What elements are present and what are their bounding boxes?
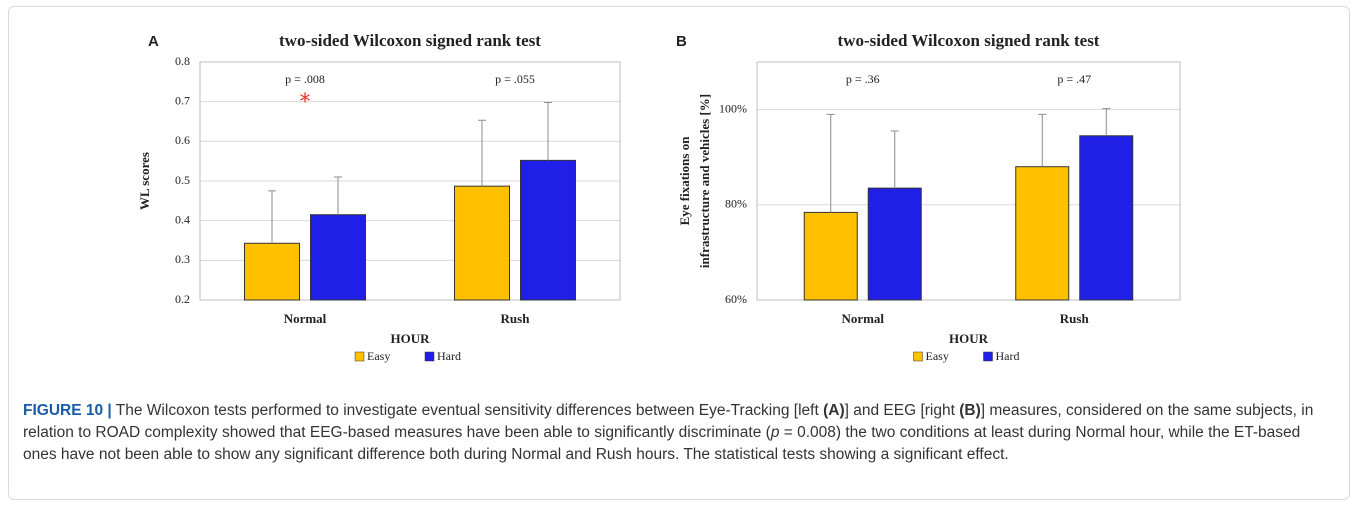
y-tick-label: 80%: [725, 197, 747, 211]
caption-italic: p: [770, 424, 780, 441]
y-tick-label: 0.5: [175, 173, 190, 187]
plot-frame: [756, 61, 1181, 301]
annotation: p = .47: [1057, 72, 1091, 86]
error-bar: [544, 101, 552, 161]
bar: [244, 242, 300, 301]
legend-swatch: [983, 351, 993, 362]
legend-swatch: [424, 351, 435, 362]
error-bar: [334, 176, 342, 215]
plot-frame: [199, 61, 621, 301]
error-bar: [890, 130, 899, 189]
legend-label: Hard: [996, 349, 1020, 363]
legend-label: Easy: [926, 349, 949, 363]
x-tick-label: Normal: [284, 311, 327, 326]
chart-title: two-sided Wilcoxon signed rank test: [838, 31, 1100, 50]
error-bar: [826, 113, 835, 213]
significance-mark: *: [300, 90, 311, 115]
annotation: p = .055: [495, 72, 535, 86]
y-tick-label: 0.4: [175, 212, 190, 226]
y-tick-label: 0.6: [175, 133, 190, 147]
y-axis-label: WL scores: [137, 152, 152, 210]
figure-frame: [8, 6, 1350, 500]
y-tick-label: 0.7: [175, 93, 190, 107]
bar: [803, 211, 858, 301]
x-tick-label: Rush: [501, 311, 531, 326]
panel-label: A: [148, 33, 159, 50]
y-tick-label: 0.8: [175, 54, 190, 68]
y-axis-label: infrastructure and vehicles [%]: [697, 94, 712, 268]
chart-title: two-sided Wilcoxon signed rank test: [279, 31, 541, 50]
x-tick-label: Normal: [841, 311, 884, 326]
bar: [1015, 166, 1070, 301]
y-tick-label: 100%: [719, 101, 747, 115]
legend-swatch: [913, 351, 923, 362]
caption-text: ] and EEG [right: [844, 402, 960, 419]
caption-bold: (A): [823, 402, 845, 419]
panel-label: B: [676, 33, 687, 50]
x-axis-label: HOUR: [949, 331, 989, 346]
error-bar: [1038, 113, 1047, 167]
caption-text: ] measures, considered on the same subje…: [23, 402, 1314, 441]
caption-label: FIGURE 10 |: [23, 402, 112, 419]
error-bar: [1102, 108, 1111, 136]
legend-label: Easy: [367, 349, 390, 363]
caption-text: The Wilcoxon tests performed to investig…: [115, 402, 824, 419]
x-tick-label: Rush: [1060, 311, 1090, 326]
legend-label: Hard: [437, 349, 461, 363]
legend-swatch: [354, 351, 365, 362]
annotation: p = .008: [285, 72, 325, 86]
bar: [1079, 135, 1134, 301]
caption-text: = 0.008) the two conditions at least dur…: [23, 424, 1301, 463]
annotation: p = .36: [846, 72, 880, 86]
caption-bold: (B): [959, 402, 981, 419]
y-tick-label: 0.2: [175, 292, 190, 306]
y-tick-label: 0.3: [175, 252, 190, 266]
error-bar: [478, 119, 486, 187]
bar: [520, 159, 576, 301]
y-tick-label: 60%: [725, 292, 747, 306]
y-axis-label: Eye fixations on: [677, 136, 692, 226]
caption: FIGURE 10 | The Wilcoxon tests performed…: [23, 400, 1338, 466]
error-bar: [268, 190, 276, 244]
bar: [454, 185, 510, 301]
bar: [867, 187, 922, 301]
x-axis-label: HOUR: [391, 331, 431, 346]
bar: [310, 214, 366, 301]
